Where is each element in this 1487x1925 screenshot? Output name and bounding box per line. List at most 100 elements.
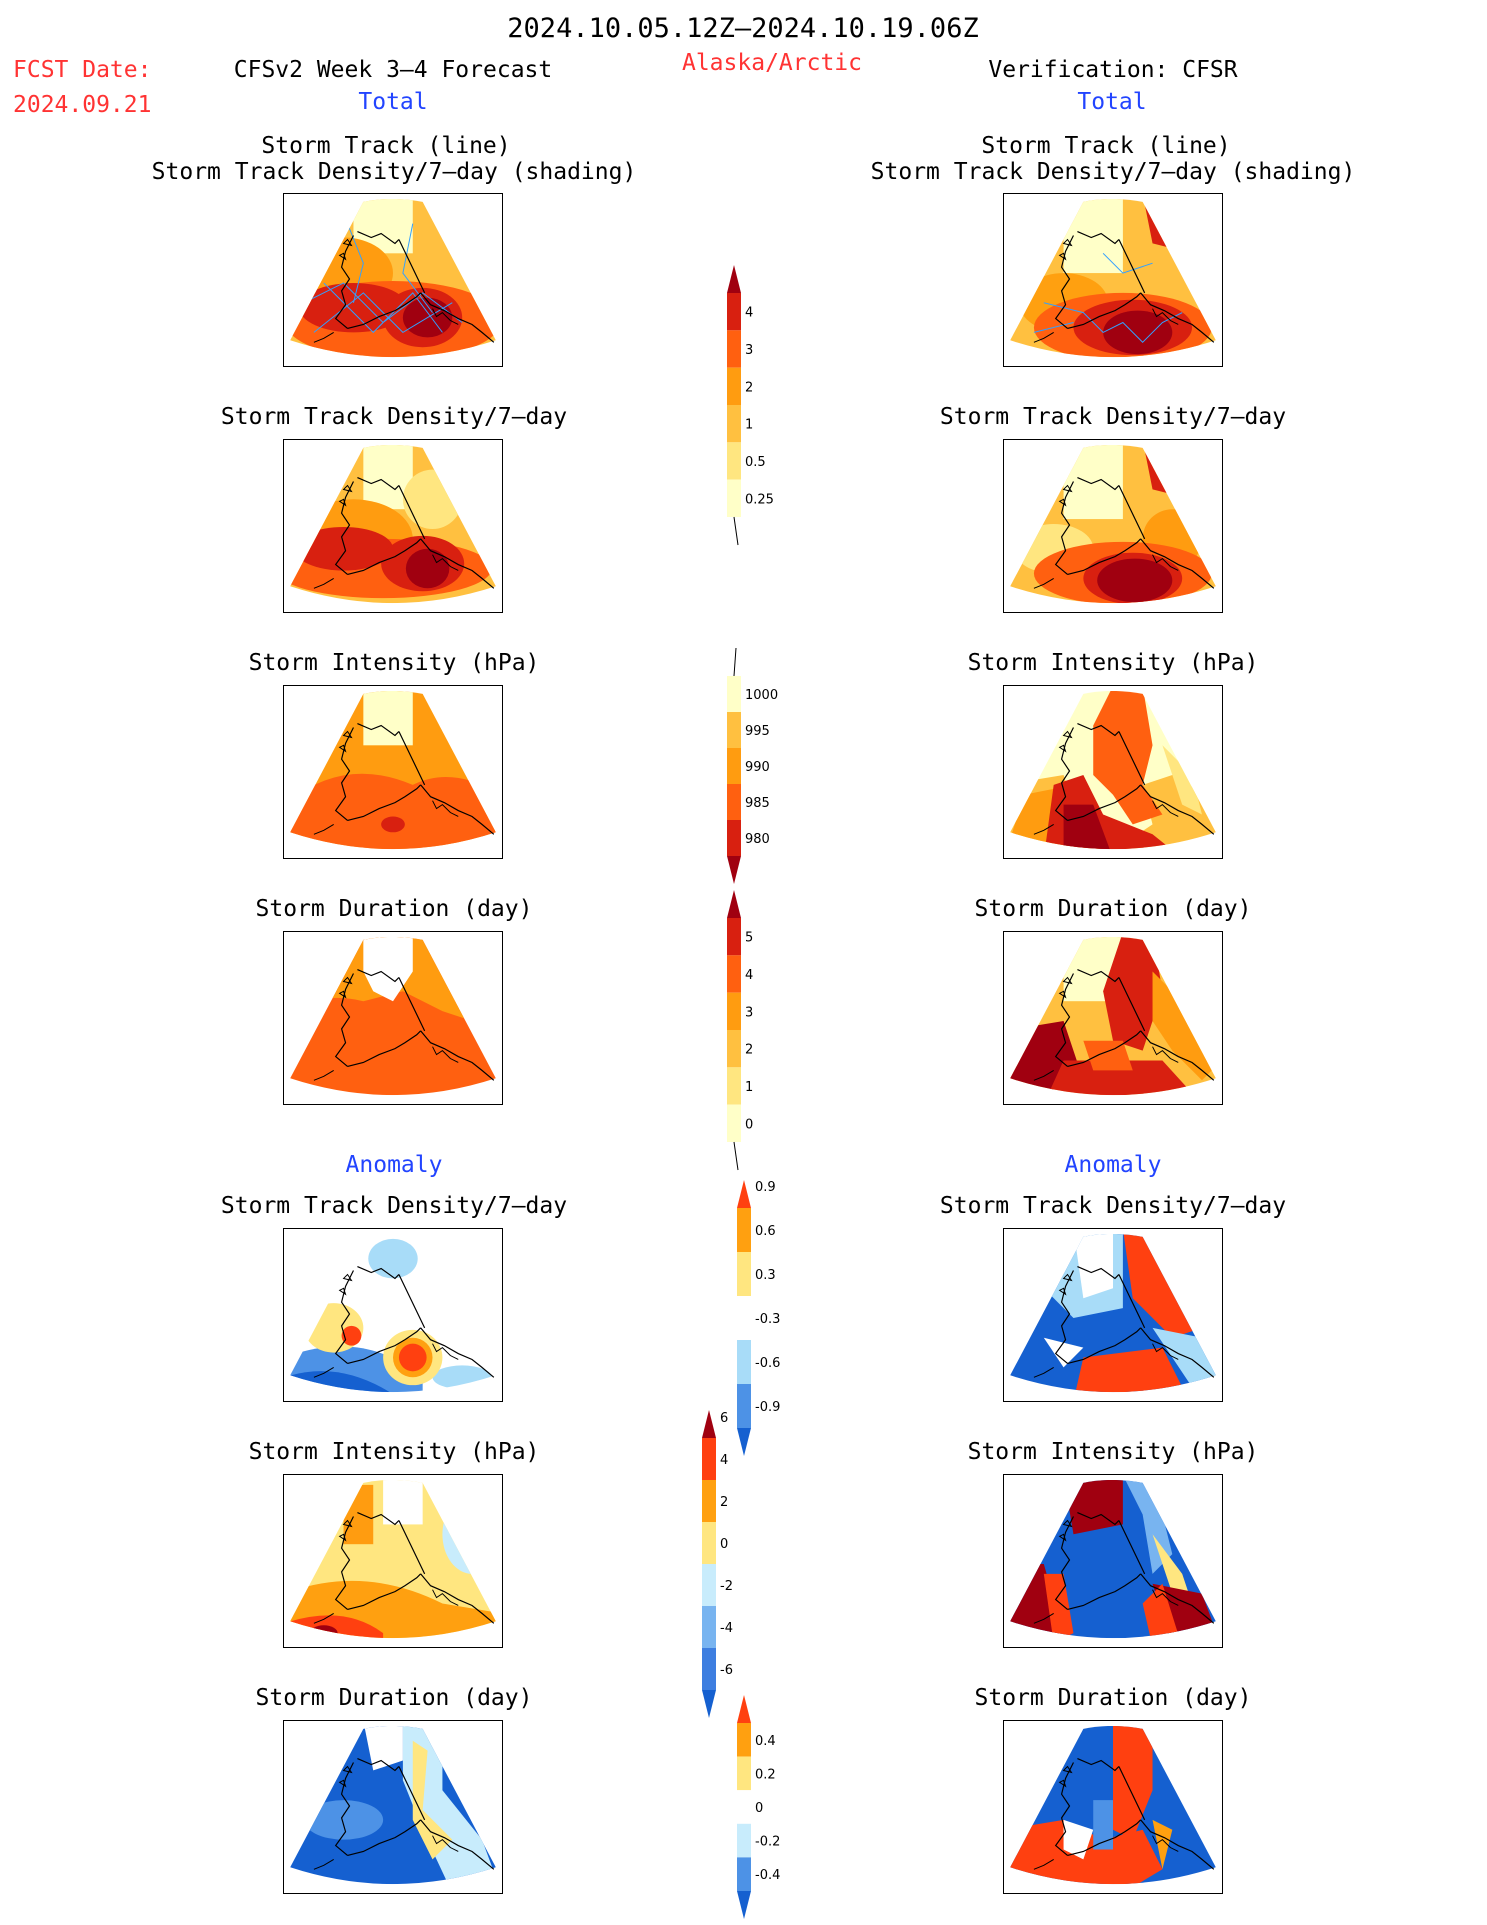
colorbar-bottom-arrow (737, 1428, 751, 1456)
fc-track-line-title: Storm Track (line) (261, 133, 511, 159)
vf-duration-map (1003, 931, 1223, 1105)
colorbar-swatch (737, 1823, 751, 1858)
colorbar-tick-label: 4 (745, 968, 753, 983)
colorbar-tick-label: 2 (745, 1043, 753, 1058)
colorbar-tick-label: -2 (720, 1579, 733, 1594)
colorbar-swatch (737, 1384, 751, 1428)
colorbar-tick-label: 0.5 (745, 455, 766, 470)
colorbar-swatch (727, 820, 741, 856)
colorbar-bottom-arrow (727, 856, 741, 884)
colorbar-intensity-anom: -6 -4 -2 0 2 4 6 (700, 1410, 760, 1722)
colorbar-swatch (727, 676, 741, 712)
colorbar-tick-label: 1 (745, 418, 753, 433)
colorbar-tick-label: 3 (745, 343, 753, 358)
forecast-title: CFSv2 Week 3–4 Forecast (233, 57, 553, 83)
colorbar-tick-label: 5 (745, 931, 753, 946)
colorbar-tick-label: 0 (755, 1801, 763, 1816)
fc-anomaly-label: Anomaly (345, 1152, 443, 1178)
colorbar-swatch (727, 748, 741, 784)
fc-intensity-anom-title: Storm Intensity (hPa) (248, 1439, 540, 1465)
fcst-date-label: FCST Date: (13, 57, 152, 83)
colorbar-intensity: 980 985 990 995 1000 (725, 647, 785, 888)
colorbar-swatch (737, 1790, 751, 1824)
colorbar-swatch (727, 330, 741, 368)
fcst-date-value: 2024.09.21 (13, 92, 152, 118)
fc-intensity-map (283, 685, 503, 859)
colorbar-tick-label: -0.2 (755, 1835, 780, 1850)
vf-track-shading-title: Storm Track Density/7–day (shading) (870, 159, 1356, 185)
period-title: 2024.10.05.12Z–2024.10.19.06Z (507, 13, 979, 44)
colorbar-bottom-arrow (737, 1891, 751, 1919)
fc-track-density-line-map (283, 193, 503, 367)
colorbar-swatch (727, 293, 741, 331)
colorbar-tick-label: -0.6 (755, 1356, 780, 1371)
colorbar-bottom-tail (733, 516, 739, 546)
colorbar-tick-label: 0.4 (755, 1734, 776, 1749)
colorbar-tick-label: -0.9 (755, 1400, 780, 1415)
colorbar-duration: 0 1 2 3 4 5 (725, 890, 785, 1174)
vf-intensity-anom-map (1003, 1474, 1223, 1648)
colorbar-tick-label: 1000 (745, 688, 778, 703)
colorbar-swatch (727, 367, 741, 405)
colorbar-tick-label: 4 (720, 1453, 728, 1468)
colorbar-top-arrow (737, 1180, 751, 1208)
vf-track-density-line-map (1003, 193, 1223, 367)
colorbar-swatch (702, 1648, 716, 1690)
colorbar-swatch (727, 992, 741, 1030)
vf-intensity-anom-title: Storm Intensity (hPa) (967, 1439, 1259, 1465)
region-title: Alaska/Arctic (681, 50, 863, 76)
colorbar-swatch (727, 442, 741, 480)
fc-track-density-map (283, 439, 503, 613)
colorbar-tick-label: 990 (745, 760, 770, 775)
colorbar-tick-label: 0.9 (755, 1180, 776, 1195)
colorbar-tick-label: -4 (720, 1621, 733, 1636)
colorbar-swatch (727, 405, 741, 443)
colorbar-tick-label: 0.2 (755, 1767, 776, 1782)
colorbar-top-tail (733, 647, 737, 677)
vf-density-title: Storm Track Density/7–day (939, 404, 1287, 430)
vf-track-line-title: Storm Track (line) (981, 133, 1231, 159)
colorbar-swatch (737, 1756, 751, 1791)
colorbar-tick-label: 0 (720, 1537, 728, 1552)
colorbar-tick-label: 0 (745, 1117, 753, 1132)
fc-duration-anom-map (283, 1720, 503, 1894)
colorbar-bottom-tail (733, 1141, 739, 1171)
vf-duration-anom-map (1003, 1720, 1223, 1894)
vf-density-anom-title: Storm Track Density/7–day (939, 1193, 1287, 1219)
colorbar-swatch (727, 712, 741, 748)
colorbar-tick-label: 980 (745, 832, 770, 847)
colorbar-swatch (702, 1606, 716, 1648)
fc-density-title: Storm Track Density/7–day (220, 404, 568, 430)
colorbar-tick-label: 2 (745, 380, 753, 395)
vf-duration-anom-title: Storm Duration (day) (974, 1685, 1252, 1711)
colorbar-tick-label: 0.25 (745, 492, 774, 507)
fc-duration-map (283, 931, 503, 1105)
colorbar-swatch (702, 1522, 716, 1564)
colorbar-top-arrow (727, 890, 741, 918)
vf-density-anom-map (1003, 1228, 1223, 1402)
colorbar-tick-label: 6 (720, 1411, 728, 1426)
colorbar-bottom-arrow (702, 1690, 716, 1718)
vf-anomaly-label: Anomaly (1064, 1152, 1162, 1178)
fc-density-anom-title: Storm Track Density/7–day (220, 1193, 568, 1219)
colorbar-swatch (737, 1723, 751, 1757)
colorbar-tick-label: 995 (745, 724, 770, 739)
colorbar-tick-label: 1 (745, 1080, 753, 1095)
colorbar-tick-label: 3 (745, 1005, 753, 1020)
fc-intensity-title: Storm Intensity (hPa) (248, 650, 540, 676)
colorbar-density: 0.25 0.5 1 2 3 4 (725, 265, 785, 549)
verification-total-label: Total (1077, 89, 1147, 115)
colorbar-swatch (702, 1564, 716, 1606)
colorbar-swatch (727, 1030, 741, 1068)
vf-track-density-map (1003, 439, 1223, 613)
colorbar-swatch (737, 1252, 751, 1296)
colorbar-swatch (737, 1208, 751, 1252)
colorbar-tick-label: -6 (720, 1663, 733, 1678)
colorbar-density-anom: -0.9 -0.6 -0.3 0.3 0.6 0.9 (735, 1180, 795, 1460)
colorbar-top-arrow (702, 1410, 716, 1438)
fc-intensity-anom-map (283, 1474, 503, 1648)
fc-track-shading-title: Storm Track Density/7–day (shading) (151, 159, 637, 185)
colorbar-tick-label: 0.6 (755, 1224, 776, 1239)
colorbar-swatch (727, 1104, 741, 1142)
colorbar-tick-label: 2 (720, 1495, 728, 1510)
